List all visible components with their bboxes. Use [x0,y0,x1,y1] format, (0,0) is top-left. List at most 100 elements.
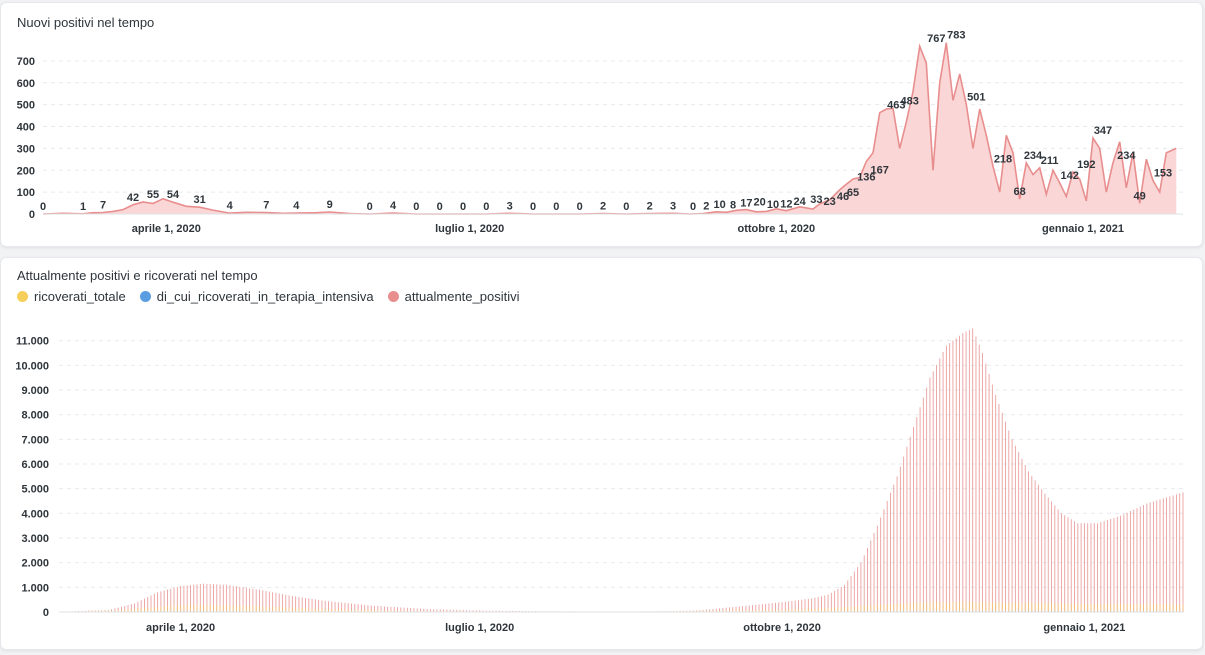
chart2-x-tick-label: gennaio 1, 2021 [1043,622,1125,634]
chart1-data-label: 2 [600,201,606,213]
chart1-line[interactable] [42,42,1177,215]
chart2-x-tick-label: ottobre 1, 2020 [743,622,821,634]
legend-dot-attualmente [387,291,399,302]
chart2-title: Attualmente positivi e ricoverati nel te… [17,268,258,283]
chart1-data-label: 211 [1041,155,1059,167]
chart1-data-label: 234 [1117,150,1136,162]
chart1-data-label: 767 [927,33,945,45]
chart1-data-label: 10 [767,199,779,211]
chart1-data-label: 483 [900,95,918,107]
chart1-data-label: 17 [740,197,752,209]
chart1-data-label: 0 [437,201,443,213]
legend-item-intensiva[interactable]: di_cui_ricoverati_in_terapia_intensiva [139,289,374,304]
chart1-data-label: 2 [703,201,709,213]
chart1-data-label: 33 [810,194,822,206]
chart2-y-tick-label: 2.000 [21,558,49,570]
chart1-data-label: 347 [1094,125,1112,137]
chart1-data-label: 4 [293,200,300,212]
legend-label-attualmente: attualmente_positivi [404,289,520,304]
chart2-x-tick-label: luglio 1, 2020 [445,622,514,634]
chart1-data-label: 54 [167,189,180,201]
chart1-data-label: 0 [483,201,489,213]
chart1-data-label: 153 [1154,168,1172,180]
chart1-data-label: 31 [194,194,206,206]
attualmente-positivi-chart: 0 1.000 2.000 3.000 4.000 5.000 6.000 7.000 8.00… [15,328,1184,634]
chart1-data-label: 234 [1024,150,1043,162]
chart1-x-tick-label: luglio 1, 2020 [435,223,504,235]
chart2-y-tick-label: 6.000 [21,459,49,471]
chart2-legend: ricoverati_totale di_cui_ricoverati_in_t… [17,289,520,304]
chart1-data-label: 4 [390,200,397,212]
chart1-data-label: 46 [837,191,849,203]
chart1-data-label: 65 [847,187,859,199]
legend-dot-intensiva [139,291,151,302]
chart1-data-label: 7 [263,199,269,211]
legend-label-intensiva: di_cui_ricoverati_in_terapia_intensiva [156,289,374,304]
chart1-data-label: 0 [623,201,629,213]
chart1-data-label: 0 [40,201,46,213]
chart1-data-label: 24 [794,196,807,208]
legend-item-ricoverati[interactable]: ricoverati_totale [17,289,126,304]
chart1-y-tick-label: 200 [17,165,35,177]
chart1-data-label: 7 [100,199,106,211]
chart1-data-label: 0 [460,201,466,213]
legend-label-ricoverati: ricoverati_totale [34,289,126,304]
chart1-data-label: 42 [127,192,139,204]
chart1-data-label: 9 [327,199,333,211]
chart1-y-tick-label: 700 [17,56,35,68]
chart1-data-label: 1 [80,201,86,213]
chart1-area [43,42,1177,215]
chart1-data-label: 463 [887,100,905,112]
chart1-data-label: 8 [730,199,736,211]
chart1-data-label: 20 [754,197,766,209]
chart1-data-label: 0 [530,201,536,213]
chart1-y-tick-label: 500 [17,100,35,112]
chart1-data-label: 142 [1060,170,1078,182]
chart1-data-label: 0 [367,201,373,213]
chart1-data-label: 12 [780,198,792,210]
chart1-data-label: 0 [413,201,419,213]
chart2-y-tick-label: 9.000 [21,385,49,397]
chart1-data-label: 55 [147,189,159,201]
chart2-y-tick-label: 7.000 [21,434,49,446]
chart1-data-label: 0 [577,201,583,213]
chart1-data-label: 218 [994,153,1012,165]
legend-dot-ricoverati [17,291,28,302]
chart1-x-tick-label: aprile 1, 2020 [132,223,201,235]
chart1-y-tick-label: 0 [29,209,35,221]
chart1-data-label: 192 [1077,159,1095,171]
chart2-y-tick-label: 5.000 [21,484,49,496]
chart1-title: Nuovi positivi nel tempo [17,15,155,30]
chart1-data-label: 136 [857,171,875,183]
chart1-data-label: 10 [714,199,726,211]
chart1-y-tick-label: 300 [17,143,35,155]
chart1-data-label: 0 [690,201,696,213]
chart2-y-tick-label: 4.000 [21,508,49,520]
chart2-y-tick-label: 8.000 [21,410,49,422]
chart2-x-tick-label: aprile 1, 2020 [146,622,215,634]
chart1-x-tick-label: gennaio 1, 2021 [1042,223,1124,235]
attualmente-positivi-card: Attualmente positivi e ricoverati nel te… [0,257,1203,650]
nuovi-positivi-card: Nuovi positivi nel tempo 0 100 200 300 400 50… [0,2,1203,247]
chart1-data-label: 167 [870,164,888,176]
chart1-data-label: 3 [507,200,513,212]
chart1-data-label: 49 [1134,190,1146,202]
chart2-y-tick-label: 10.000 [15,360,49,372]
chart1-y-tick-label: 100 [17,187,35,199]
legend-item-attualmente[interactable]: attualmente_positivi [387,289,520,304]
chart2-y-tick-label: 11.000 [16,336,49,348]
chart1-x-tick-label: ottobre 1, 2020 [738,223,816,235]
chart2-y-tick-label: 0 [43,607,49,619]
chart1-data-label: 23 [824,196,836,208]
chart1-data-label: 2 [647,201,653,213]
chart1-data-label: 0 [553,201,559,213]
chart1-data-label: 3 [670,200,676,212]
chart1-data-label: 783 [947,30,965,42]
chart2-y-tick-label: 3.000 [21,533,49,545]
chart1-y-tick-label: 400 [17,122,35,134]
chart1-data-label: 501 [967,91,985,103]
chart1-data-label: 68 [1014,186,1026,198]
chart1-data-label: 4 [227,200,234,212]
chart2-y-tick-label: 1.000 [21,582,49,594]
